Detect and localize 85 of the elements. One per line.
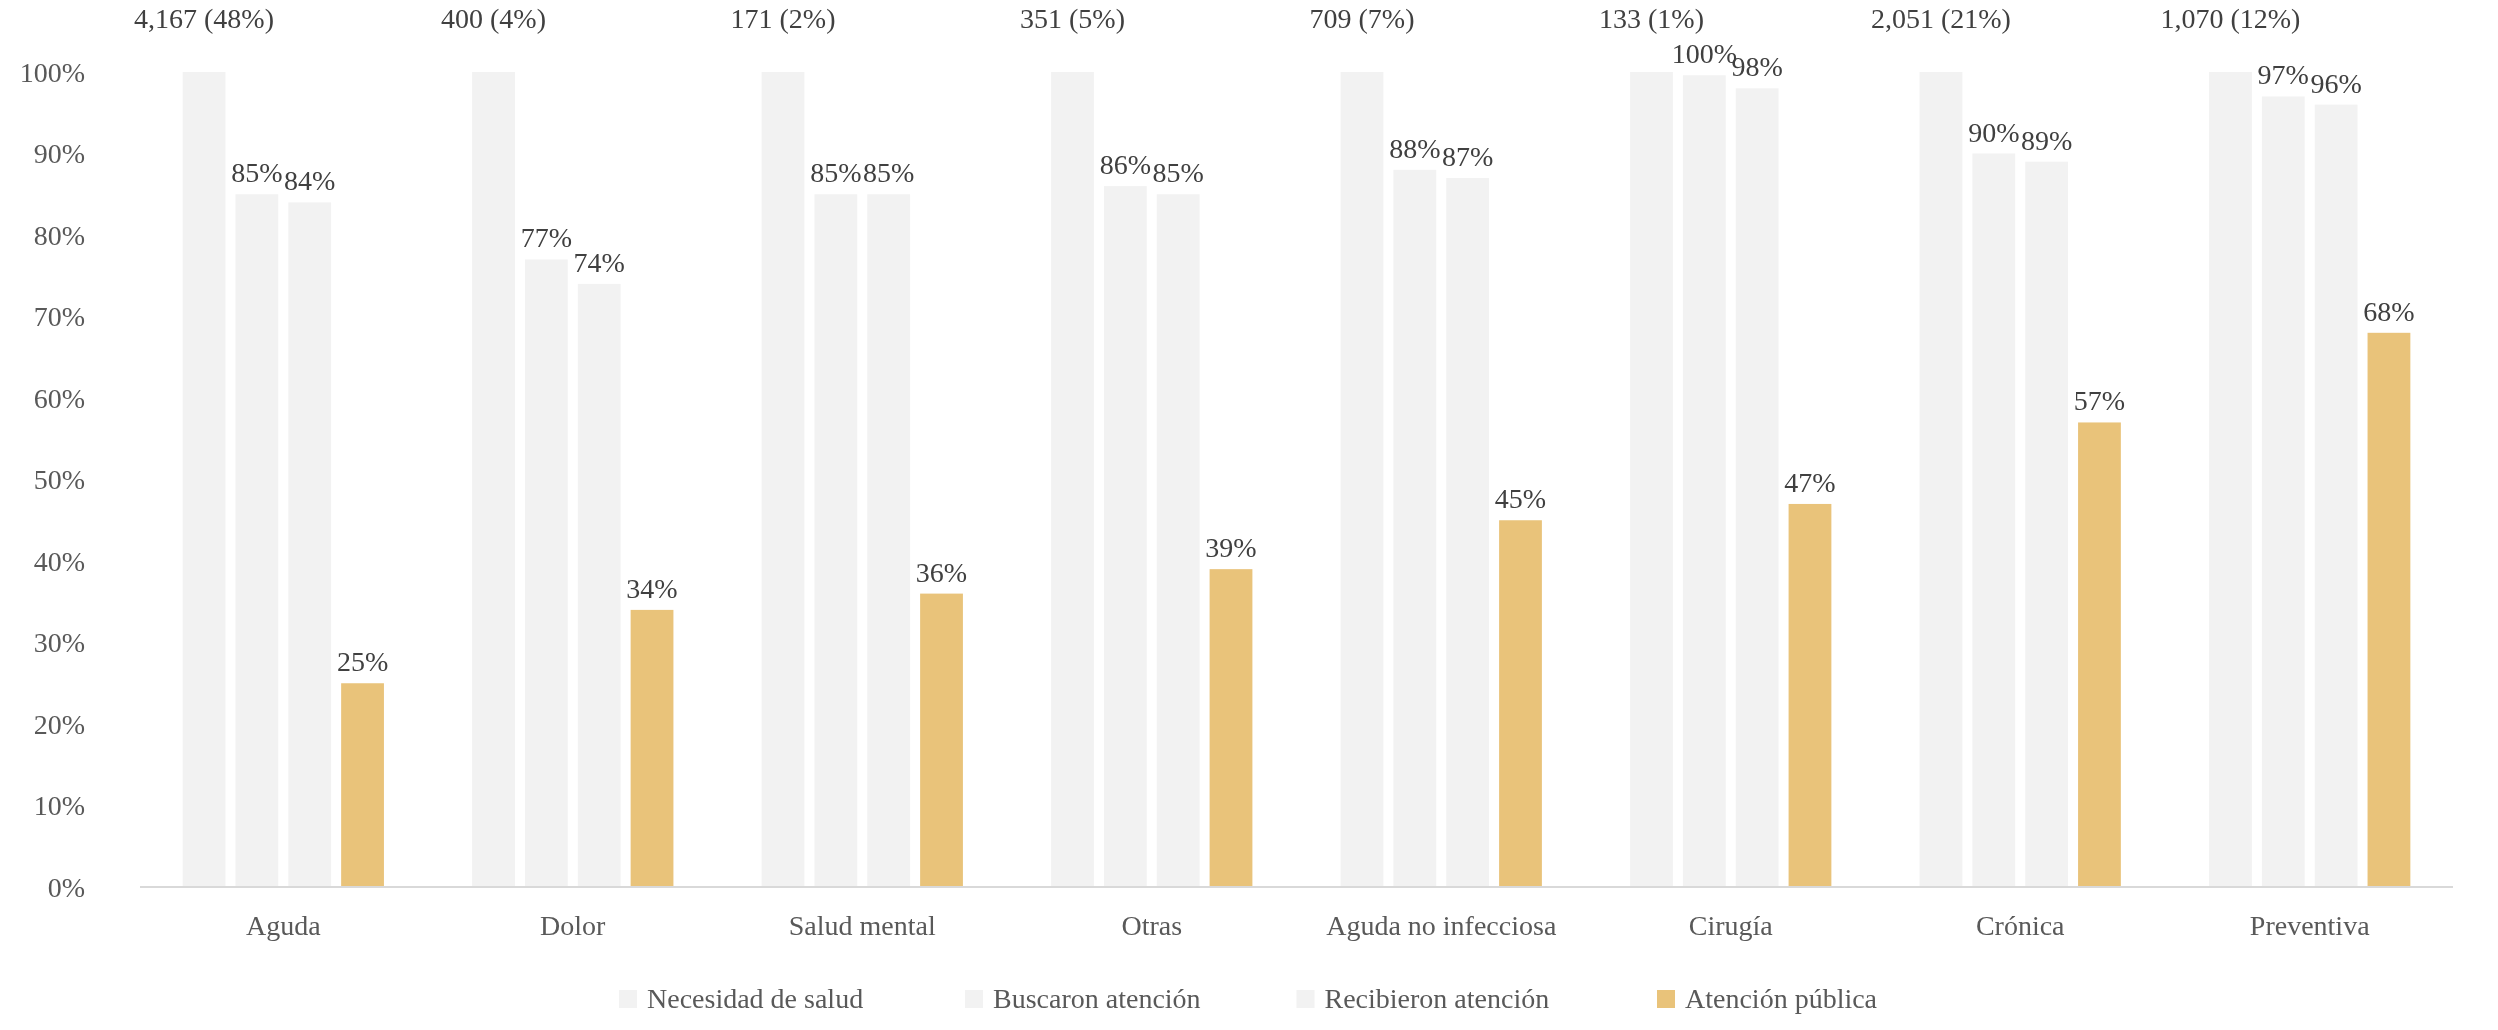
bar (1788, 503, 1832, 887)
bar (1682, 75, 1726, 887)
x-tick-label: Otras (1121, 910, 1183, 941)
bar (1735, 88, 1779, 887)
y-tick-label: 50% (33, 464, 85, 496)
bar (1499, 520, 1542, 887)
data-label: 45% (1494, 483, 1547, 515)
bar (1919, 72, 1963, 887)
bar (2261, 96, 2305, 887)
y-tick-label: 40% (33, 545, 85, 577)
data-label: 57% (2073, 385, 2126, 417)
bar (867, 194, 911, 887)
y-tick-label: 70% (33, 301, 85, 333)
data-label: 87% (1441, 140, 1494, 172)
legend-label: Atención pública (1685, 983, 1878, 1014)
text: 2,051 (21%) (1870, 3, 2011, 34)
data-label: 96% (2310, 67, 2362, 99)
text: 400 (4%) (441, 3, 547, 34)
bar (472, 72, 515, 887)
data-label: 86% (1099, 149, 1152, 181)
bar (524, 259, 568, 887)
bar (1446, 177, 1490, 887)
bar (2078, 422, 2121, 887)
bar (2025, 161, 2069, 887)
x-tick-label: Aguda (245, 910, 322, 941)
data-label: 36% (915, 556, 968, 588)
bar (2209, 72, 2252, 887)
data-label: 97% (2257, 59, 2309, 91)
bar (1051, 72, 1094, 887)
legend-label: Recibieron atención (1324, 983, 1550, 1014)
bar (2367, 332, 2411, 887)
bar (577, 283, 621, 887)
data-label: 77% (520, 222, 573, 254)
data-label: 47% (1784, 466, 1836, 498)
bar (1630, 72, 1673, 887)
data-label: 85% (1152, 157, 1204, 189)
bar (235, 194, 279, 887)
text: 1,070 (12%) (2160, 3, 2301, 34)
data-label: 85% (231, 157, 283, 189)
x-tick-label: Preventiva (2249, 910, 2371, 941)
y-tick-label: 20% (33, 708, 85, 740)
data-label: 74% (573, 246, 625, 278)
bar (1156, 194, 1200, 887)
y-tick-label: 90% (33, 138, 85, 170)
text: 171 (2%) (730, 3, 836, 34)
bar (761, 72, 805, 887)
y-tick-label: 10% (33, 790, 85, 822)
x-tick-label: Crónica (1975, 910, 2066, 941)
text: 351 (5%) (1020, 3, 1125, 34)
text: 4,167 (48%) (134, 3, 275, 34)
bar (182, 72, 226, 887)
data-label: 89% (2020, 124, 2073, 156)
data-label: 88% (1389, 132, 1441, 164)
y-tick-label: 30% (33, 627, 85, 659)
text: 133 (1%) (1598, 3, 1704, 34)
y-tick-label: 0% (47, 871, 85, 903)
y-tick-label: 60% (33, 382, 85, 414)
bar (1340, 72, 1384, 887)
data-label: 68% (2363, 295, 2415, 327)
y-tick-label: 100% (19, 56, 85, 88)
x-tick-label: Dolor (540, 910, 607, 941)
data-label: 84% (284, 165, 336, 197)
data-label: 39% (1205, 532, 1257, 564)
data-label: 85% (863, 157, 915, 189)
x-tick-label: Aguda no infecciosa (1326, 910, 1557, 941)
bar (288, 202, 332, 887)
bar (814, 194, 858, 887)
legend-label: Buscaron atención (993, 983, 1201, 1014)
data-label: 34% (626, 572, 678, 604)
y-tick-label: 80% (33, 219, 85, 251)
x-tick-label: Cirugía (1688, 910, 1774, 941)
bar (2314, 104, 2358, 887)
x-tick-label: Salud mental (788, 910, 936, 941)
bar (341, 683, 384, 887)
bar (630, 609, 674, 887)
bar (1209, 569, 1253, 887)
bar (1103, 186, 1147, 887)
bar (1393, 169, 1437, 887)
data-label: 85% (810, 157, 862, 189)
bar (920, 593, 963, 887)
data-label: 90% (1968, 116, 2020, 148)
legend-label: Necesidad de salud (647, 983, 864, 1014)
bar (1972, 153, 2016, 887)
text: 709 (7%) (1309, 3, 1415, 34)
data-label: 25% (336, 646, 389, 678)
